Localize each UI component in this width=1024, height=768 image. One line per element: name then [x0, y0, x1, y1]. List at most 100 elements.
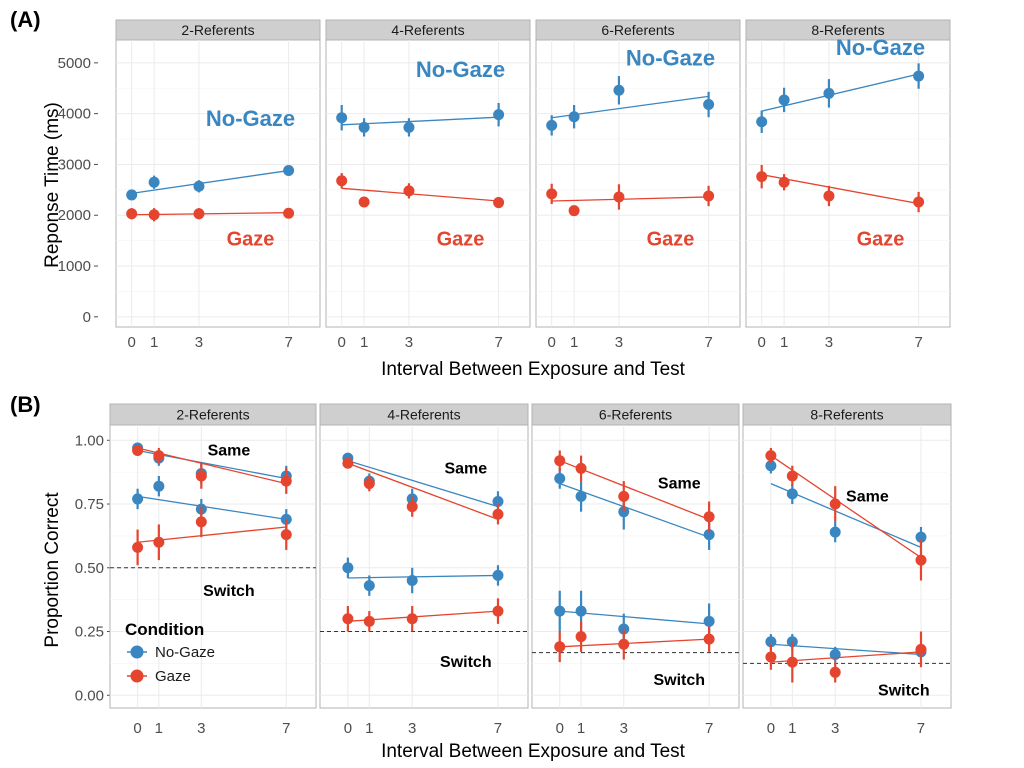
panel-b-facet-2-referents: 2-Referents 0 1 3 7 Same Switch: [109, 403, 317, 737]
data-point-gaze: [703, 190, 715, 202]
fit-line-gaze-same: [347, 462, 499, 520]
fit-line-no-gaze-switch: [770, 643, 922, 656]
plot-area: [109, 424, 317, 709]
annotation-no-gaze: No-Gaze: [836, 35, 925, 60]
x-tick-label: 0: [344, 720, 352, 737]
x-tick-label: 0: [767, 720, 775, 737]
panel-b-label: (B): [10, 392, 41, 417]
x-tick-label: 1: [577, 720, 585, 737]
data-point-gaze-same: [153, 450, 165, 462]
data-point-no-gaze-same: [575, 490, 587, 502]
facet-title: 6-Referents: [601, 22, 674, 38]
x-tick-label: 3: [197, 720, 205, 737]
data-point-gaze-switch: [132, 541, 144, 553]
facet-title: 2-Referents: [176, 407, 249, 423]
data-point-gaze-same: [132, 444, 144, 456]
data-point-gaze: [568, 205, 580, 217]
annotation-switch: Switch: [878, 682, 930, 699]
panel-a-y-tick-label: 0: [83, 309, 91, 326]
data-point-gaze-switch: [703, 633, 715, 645]
panel-a-facet-4-referents: 4-Referents 0 1 3 7 No-Gaze Gaze: [325, 19, 531, 351]
data-point-gaze-switch: [363, 615, 375, 627]
legend-swatch-no-gaze: [130, 645, 144, 659]
annotation-gaze: Gaze: [227, 229, 275, 251]
data-point-no-gaze: [546, 119, 558, 131]
fit-line-no-gaze: [761, 73, 919, 112]
data-point-no-gaze: [613, 84, 625, 96]
data-point-no-gaze-same: [786, 488, 798, 500]
data-point-no-gaze: [913, 70, 925, 82]
data-point-no-gaze-same: [554, 473, 566, 485]
annotation-gaze: Gaze: [647, 229, 695, 251]
x-tick-label: 1: [360, 334, 368, 351]
data-point-no-gaze-switch: [575, 605, 587, 617]
data-point-gaze-switch: [195, 516, 207, 528]
data-point-gaze-same: [575, 462, 587, 474]
panel-a-y-tick-label: 5000: [58, 55, 91, 72]
annotation-gaze: Gaze: [437, 229, 485, 251]
data-point-no-gaze-same: [915, 531, 927, 543]
panel-b-facet-4-referents: 4-Referents 0 1 3 7 Same Switch: [319, 403, 529, 737]
data-point-gaze-switch: [342, 613, 354, 625]
annotation-same: Same: [444, 460, 487, 477]
data-point-gaze-switch: [280, 529, 292, 541]
x-tick-label: 7: [494, 334, 502, 351]
data-point-gaze-same: [618, 490, 630, 502]
data-point-gaze-same: [280, 475, 292, 487]
data-point-gaze: [756, 171, 768, 183]
annotation-same: Same: [846, 488, 889, 505]
fit-line-no-gaze-same: [347, 460, 499, 508]
data-point-no-gaze: [148, 176, 160, 188]
data-point-gaze-switch: [829, 666, 841, 678]
x-tick-label: 0: [758, 334, 766, 351]
data-point-no-gaze-switch: [406, 575, 418, 587]
panel-b-facet-8-referents: 8-Referents 0 1 3 7 Same Switch: [742, 403, 952, 737]
x-tick-label: 0: [338, 334, 346, 351]
fit-line-gaze: [341, 187, 499, 202]
data-point-no-gaze: [336, 112, 348, 124]
data-point-no-gaze: [493, 109, 505, 121]
x-tick-label: 3: [408, 720, 416, 737]
data-point-gaze-same: [554, 455, 566, 467]
legend-title: Condition: [125, 620, 204, 639]
data-point-no-gaze-switch: [342, 562, 354, 574]
data-point-gaze-same: [786, 470, 798, 482]
data-point-gaze-same: [195, 470, 207, 482]
legend-label-gaze: Gaze: [155, 668, 191, 685]
annotation-same: Same: [208, 443, 251, 460]
x-tick-label: 1: [150, 334, 158, 351]
facet-title: 8-Referents: [811, 22, 884, 38]
fit-line-no-gaze-switch: [347, 574, 498, 579]
annotation-gaze: Gaze: [857, 229, 905, 251]
x-tick-label: 1: [780, 334, 788, 351]
panel-a-facet-2-referents: 2-Referents 0 1 3 7 No-Gaze Gaze: [115, 19, 321, 351]
data-point-gaze-switch: [786, 656, 798, 668]
facet-title: 4-Referents: [391, 22, 464, 38]
panel-a-y-axis-title: Reponse Time (ms): [42, 102, 63, 268]
plot-area: [325, 39, 531, 328]
data-point-gaze: [546, 188, 558, 200]
x-tick-label: 7: [917, 720, 925, 737]
data-point-gaze-switch: [618, 638, 630, 650]
data-point-gaze-switch: [153, 536, 165, 548]
data-point-no-gaze: [568, 111, 580, 123]
x-tick-label: 0: [556, 720, 564, 737]
data-point-gaze-switch: [915, 643, 927, 655]
x-tick-label: 1: [365, 720, 373, 737]
data-point-no-gaze: [778, 94, 790, 106]
panel-b-y-tick-label: 0.50: [75, 560, 104, 577]
plot-area: [531, 424, 740, 709]
legend-swatch-gaze: [130, 669, 144, 683]
data-point-no-gaze-same: [829, 526, 841, 538]
data-point-gaze: [148, 209, 160, 221]
x-tick-label: 0: [548, 334, 556, 351]
annotation-no-gaze: No-Gaze: [626, 45, 715, 70]
panel-a-y-tick-label: 3000: [58, 156, 91, 173]
facet-title: 8-Referents: [810, 407, 883, 423]
panel-a-y-tick-label: 1000: [58, 258, 91, 275]
data-point-no-gaze: [358, 121, 370, 133]
annotation-no-gaze: No-Gaze: [416, 57, 505, 82]
annotation-no-gaze: No-Gaze: [206, 106, 295, 131]
x-tick-label: 3: [405, 334, 413, 351]
annotation-switch: Switch: [203, 583, 255, 600]
